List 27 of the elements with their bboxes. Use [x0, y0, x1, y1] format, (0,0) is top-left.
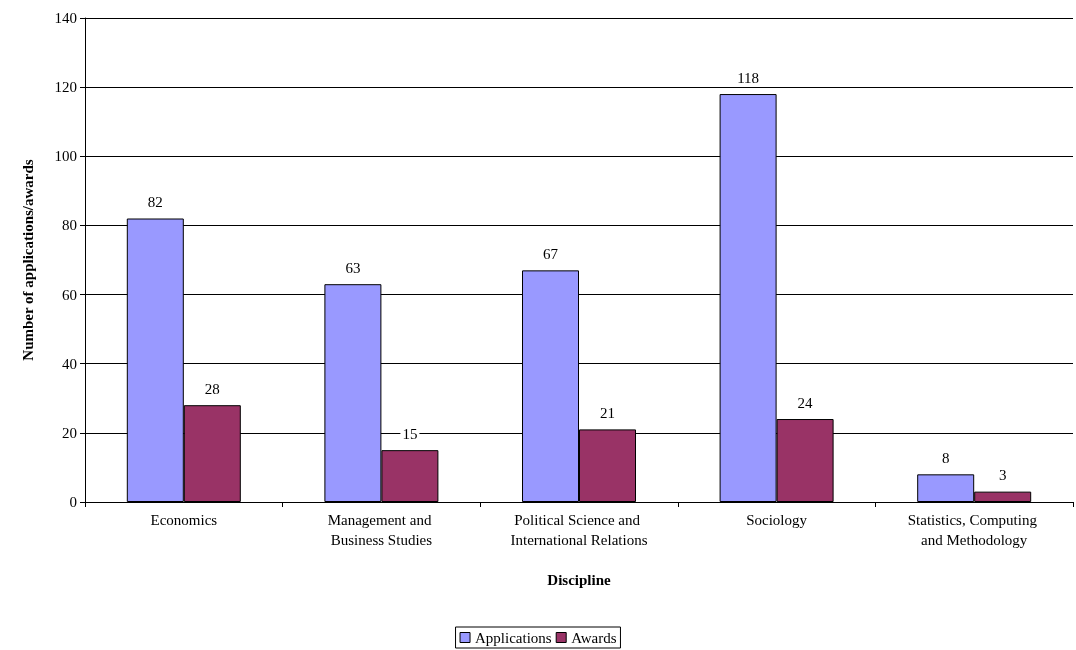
y-tick-label: 60 [62, 286, 77, 303]
data-label: 24 [797, 394, 814, 411]
data-label: 118 [737, 69, 760, 86]
legend-label: Applications [475, 629, 552, 646]
data-label: 21 [600, 404, 615, 421]
y-tick-label: 120 [54, 79, 77, 96]
x-axis-title: Discipline [547, 571, 612, 588]
x-tick-label: Management and Business Studies [327, 512, 436, 548]
data-label: 28 [204, 380, 220, 397]
y-axis-title: Number of applications/awards [19, 159, 36, 361]
data-label: 67 [543, 245, 559, 262]
data-label: 8 [941, 449, 950, 466]
data-label: 63 [345, 259, 361, 276]
legend-label: Awards [571, 629, 617, 646]
y-tick-label: 0 [69, 494, 77, 510]
data-label: 82 [147, 194, 163, 211]
data-label: 15 [402, 425, 418, 442]
y-tick-label: 40 [62, 355, 77, 372]
data-label: 3 [998, 467, 1007, 484]
x-tick-label: Statistics, Computing and Methodology [907, 512, 1041, 548]
y-tick-label: 80 [62, 217, 77, 234]
x-tick-label: Sociology [746, 512, 808, 528]
y-tick-label: 140 [54, 10, 77, 26]
x-tick-label: Economics [150, 512, 218, 528]
x-tick-label: Political Science and International Relations [510, 512, 648, 548]
y-tick-label: 100 [54, 148, 77, 165]
y-tick-label: 20 [62, 424, 77, 441]
